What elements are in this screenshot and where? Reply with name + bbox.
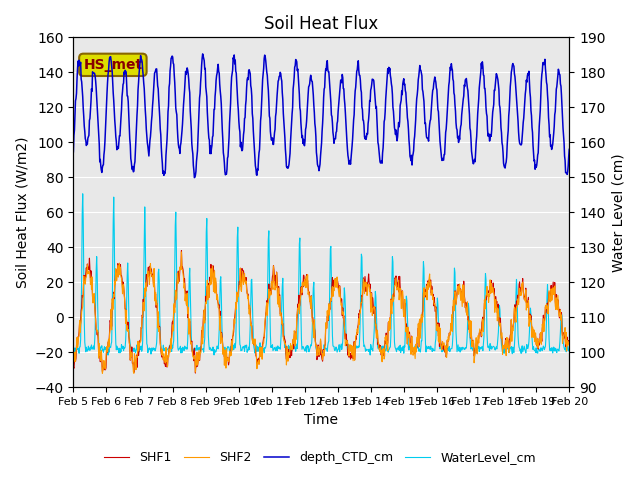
WaterLevel_cm <box>276 347 284 352</box>
SHF1 <box>363 283 371 288</box>
depth_CTD_cm <box>199 51 207 57</box>
SHF2 <box>99 371 106 376</box>
SHF2 <box>541 303 549 309</box>
depth_CTD_cm <box>549 137 557 143</box>
SHF2 <box>70 360 77 366</box>
depth_CTD_cm <box>363 134 371 140</box>
SHF2 <box>363 279 371 285</box>
Line: depth_CTD_cm: depth_CTD_cm <box>74 54 569 178</box>
depth_CTD_cm <box>93 104 101 110</box>
WaterLevel_cm <box>549 345 557 350</box>
X-axis label: Time: Time <box>304 413 339 427</box>
WaterLevel_cm <box>70 351 77 357</box>
depth_CTD_cm <box>541 66 549 72</box>
Y-axis label: Water Level (cm): Water Level (cm) <box>611 153 625 272</box>
WaterLevel_cm <box>363 348 371 353</box>
SHF2 <box>549 285 557 290</box>
SHF1 <box>549 279 557 285</box>
WaterLevel_cm <box>104 352 112 358</box>
WaterLevel_cm <box>541 343 549 349</box>
depth_CTD_cm <box>565 146 573 152</box>
WaterLevel_cm <box>565 347 573 352</box>
WaterLevel_cm <box>163 345 170 351</box>
SHF1 <box>178 248 186 253</box>
WaterLevel_cm <box>79 191 86 197</box>
SHF2 <box>93 329 101 335</box>
SHF2 <box>276 313 284 319</box>
Title: Soil Heat Flux: Soil Heat Flux <box>264 15 378 33</box>
depth_CTD_cm <box>161 167 169 172</box>
SHF1 <box>93 332 101 337</box>
SHF1 <box>161 363 169 369</box>
Legend: SHF1, SHF2, depth_CTD_cm, WaterLevel_cm: SHF1, SHF2, depth_CTD_cm, WaterLevel_cm <box>99 446 541 469</box>
SHF1 <box>276 311 284 317</box>
SHF2 <box>162 345 170 350</box>
SHF2 <box>565 340 573 346</box>
SHF1 <box>191 370 199 376</box>
Y-axis label: Soil Heat Flux (W/m2): Soil Heat Flux (W/m2) <box>15 137 29 288</box>
Line: WaterLevel_cm: WaterLevel_cm <box>74 194 569 355</box>
SHF1 <box>70 363 77 369</box>
depth_CTD_cm <box>70 149 77 155</box>
SHF1 <box>541 304 549 310</box>
Line: SHF1: SHF1 <box>74 251 569 373</box>
WaterLevel_cm <box>94 303 102 309</box>
depth_CTD_cm <box>276 70 284 75</box>
SHF2 <box>178 249 186 255</box>
SHF1 <box>565 338 573 344</box>
depth_CTD_cm <box>191 175 198 180</box>
Text: HS_met: HS_met <box>83 58 143 72</box>
Line: SHF2: SHF2 <box>74 252 569 373</box>
